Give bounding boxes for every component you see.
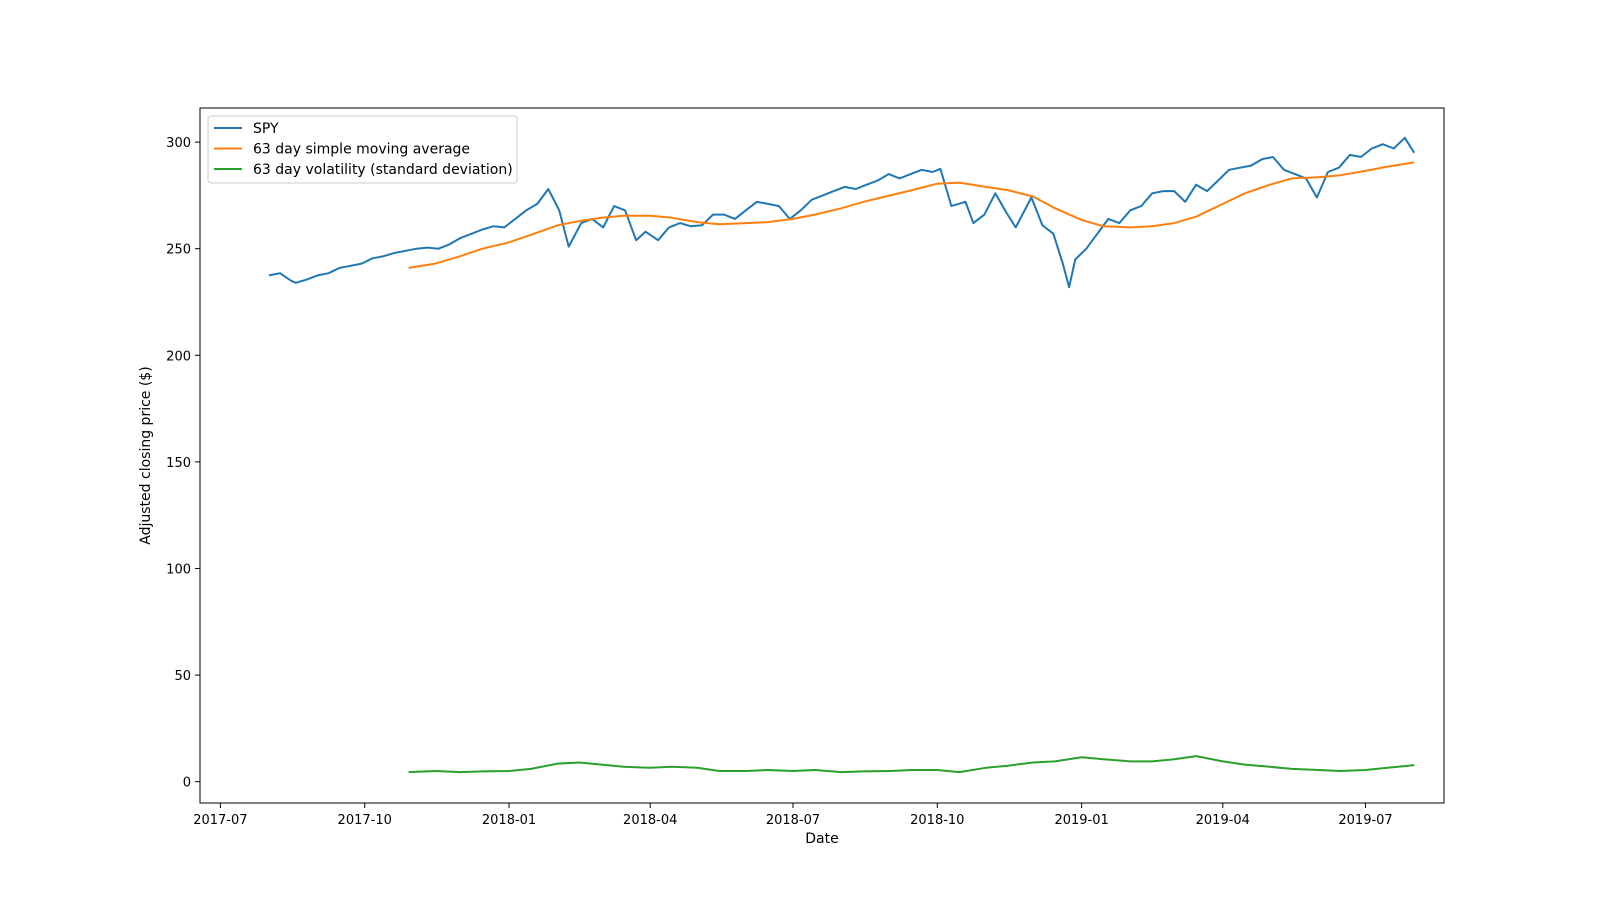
series-line-2 xyxy=(408,161,1415,269)
y-tick-label: 50 xyxy=(174,669,191,684)
legend-label: 63 day volatility (standard deviation) xyxy=(253,162,513,178)
legend-label: 63 day simple moving average xyxy=(253,142,470,158)
x-tick-label: 2018-07 xyxy=(766,813,820,828)
y-axis: 0 50 100 150 200 250 300 xyxy=(166,136,200,791)
y-tick-label: 150 xyxy=(166,456,191,471)
legend: SPY 63 day simple moving average 63 day vo… xyxy=(207,115,518,184)
y-tick-label: 0 xyxy=(183,776,191,791)
plot-area xyxy=(268,136,1416,774)
legend-label: SPY xyxy=(253,121,279,137)
x-tick-label: 2019-07 xyxy=(1338,813,1392,828)
series-line-1 xyxy=(268,136,1416,289)
x-tick-label: 2018-10 xyxy=(910,813,964,828)
x-axis: 2017-07 2017-10 2018-01 2018-04 2018-07 2018-… xyxy=(193,803,1393,828)
y-tick-label: 100 xyxy=(166,562,191,577)
y-tick-label: 200 xyxy=(166,349,191,364)
legend-box xyxy=(207,115,518,184)
x-tick-label: 2018-04 xyxy=(623,813,677,828)
x-tick-label: 2017-10 xyxy=(338,813,392,828)
x-tick-label: 2019-01 xyxy=(1054,813,1108,828)
y-tick-label: 250 xyxy=(166,243,191,258)
x-tick-label: 2017-07 xyxy=(193,813,247,828)
x-tick-label: 2019-04 xyxy=(1196,813,1250,828)
series-line-3 xyxy=(408,755,1415,774)
y-tick-label: 300 xyxy=(166,136,191,151)
y-axis-label: Adjusted closing price ($) xyxy=(138,366,154,544)
x-tick-label: 2018-01 xyxy=(482,813,536,828)
plot-frame xyxy=(199,107,1445,804)
x-axis-label: Date xyxy=(805,831,838,847)
